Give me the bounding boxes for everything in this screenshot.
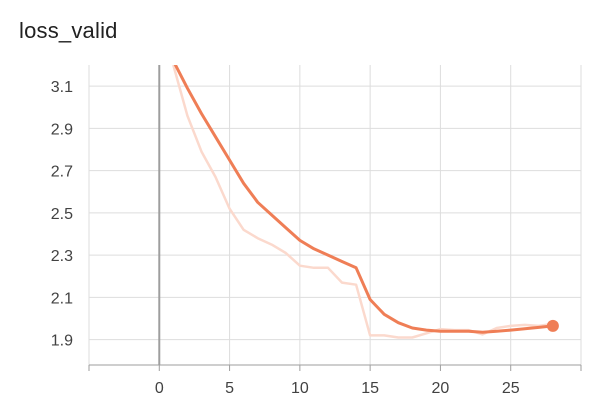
y-tick-label: 2.9 xyxy=(51,121,73,138)
series-line-raw xyxy=(172,65,554,339)
y-tick-label: 2.7 xyxy=(51,164,73,181)
y-tick-label: 2.1 xyxy=(51,290,73,307)
x-tick-label: 25 xyxy=(502,380,520,397)
x-tick-label: 15 xyxy=(361,380,379,397)
chart-title: loss_valid xyxy=(19,18,118,43)
y-tick-label: 2.3 xyxy=(51,248,73,265)
x-tick-label: 5 xyxy=(225,380,234,397)
y-tick-label: 2.5 xyxy=(51,206,73,223)
last-point-marker xyxy=(546,319,559,332)
x-tick-label: 10 xyxy=(291,380,309,397)
series-line-smoothed xyxy=(173,65,554,334)
y-tick-label: 3.1 xyxy=(51,79,73,96)
y-tick-label: 1.9 xyxy=(51,333,73,350)
x-tick-label: 20 xyxy=(432,380,450,397)
x-tick-label: 0 xyxy=(155,380,164,397)
